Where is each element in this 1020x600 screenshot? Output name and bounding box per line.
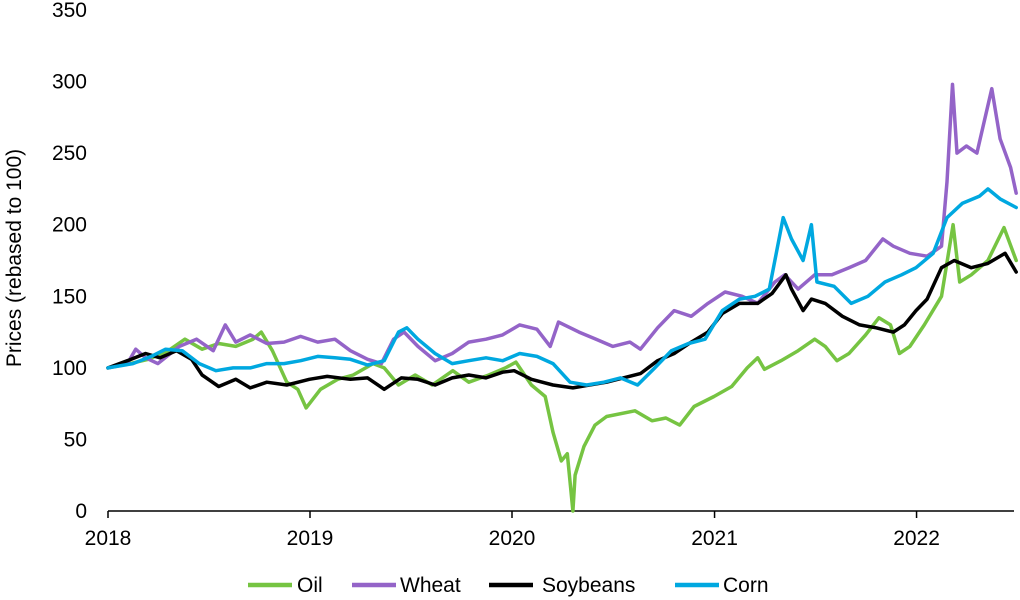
legend: Oil Wheat Soybeans Corn [248, 574, 769, 597]
y-axis: 0 50 100 150 200 250 300 350 [52, 0, 87, 523]
legend-label-soybeans: Soybeans [542, 574, 635, 597]
legend-label-oil: Oil [297, 574, 323, 597]
plot-area [106, 82, 1018, 513]
series-line-oil [106, 222, 1018, 513]
legend-label-corn: Corn [723, 574, 769, 597]
x-axis: 2018 2019 2020 2021 2022 [85, 510, 1014, 550]
y-tick-label: 50 [64, 428, 87, 451]
x-tick-label: 2022 [893, 527, 940, 550]
y-tick-label: 150 [52, 285, 87, 308]
x-tick-label: 2019 [287, 527, 334, 550]
y-tick-label: 300 [52, 71, 87, 94]
x-tick-label: 2018 [85, 527, 132, 550]
legend-label-wheat: Wheat [400, 574, 461, 597]
y-tick-label: 350 [52, 0, 87, 22]
y-tick-label: 100 [52, 357, 87, 380]
y-axis-title: Prices (rebased to 100) [3, 149, 26, 367]
y-tick-label: 250 [52, 142, 87, 165]
series-line-wheat [106, 82, 1018, 370]
x-tick-label: 2020 [489, 527, 536, 550]
series-line-corn [106, 187, 1018, 387]
y-tick-label: 0 [75, 500, 87, 523]
x-tick-label: 2021 [691, 527, 738, 550]
y-tick-label: 200 [52, 214, 87, 237]
